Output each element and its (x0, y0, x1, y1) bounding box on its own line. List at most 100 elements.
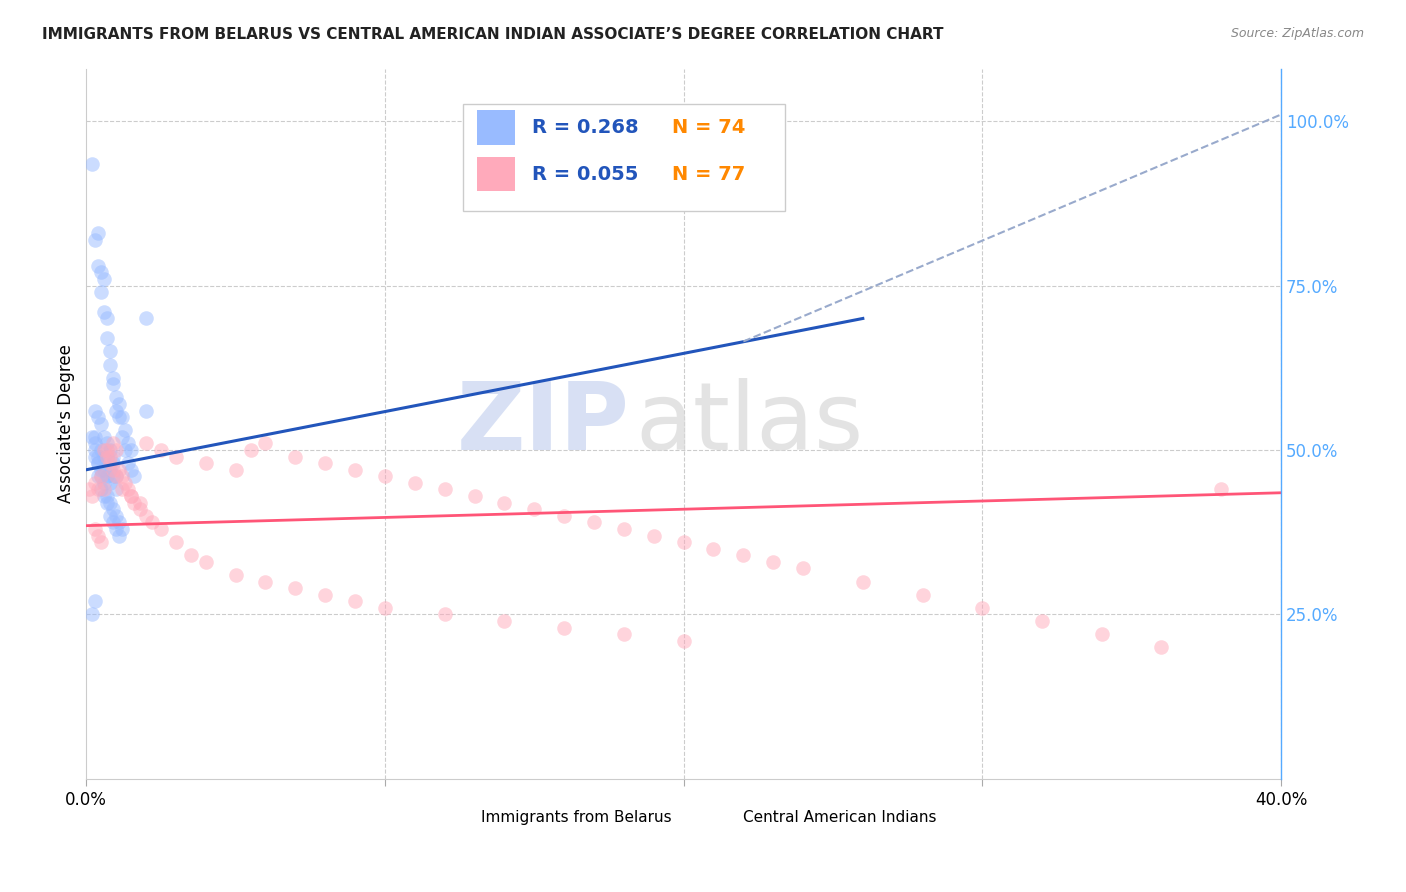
Point (1150, 640, 1173, 655)
Point (87, 483, 110, 497)
Point (111, 430, 134, 444)
Point (101, 502, 124, 516)
Point (1091, 627, 1114, 641)
Point (96, 450, 118, 464)
Text: N = 74: N = 74 (672, 118, 745, 137)
Point (111, 483, 134, 497)
Point (494, 495, 516, 509)
Point (90, 463, 112, 477)
Point (90, 265, 112, 279)
Point (120, 489, 142, 503)
Point (613, 522, 636, 536)
Point (141, 516, 163, 530)
Point (254, 574, 277, 589)
Point (135, 311, 157, 326)
Point (105, 469, 128, 483)
Text: ZIP: ZIP (457, 377, 630, 470)
Point (553, 508, 575, 523)
Point (643, 528, 665, 542)
Point (87, 226, 110, 240)
Text: R = 0.268: R = 0.268 (531, 118, 638, 137)
Point (101, 436, 124, 450)
Point (111, 469, 134, 483)
Point (1031, 614, 1053, 628)
Point (87, 528, 110, 542)
Point (1211, 483, 1233, 497)
Point (433, 483, 456, 497)
Point (105, 508, 128, 523)
Point (284, 581, 307, 595)
Point (96, 436, 118, 450)
Text: Source: ZipAtlas.com: Source: ZipAtlas.com (1230, 27, 1364, 40)
Point (374, 600, 396, 615)
Point (98, 358, 121, 372)
Point (96, 469, 118, 483)
Point (523, 502, 546, 516)
Point (98, 508, 121, 523)
Point (149, 443, 172, 458)
Point (852, 574, 875, 589)
Point (84, 233, 107, 247)
Point (494, 614, 516, 628)
Point (194, 456, 217, 470)
Point (120, 463, 142, 477)
Point (733, 548, 755, 562)
Point (239, 443, 262, 458)
Point (111, 410, 134, 425)
Bar (707, 805, 734, 829)
Point (180, 548, 202, 562)
Text: R = 0.055: R = 0.055 (531, 165, 638, 184)
Text: IMMIGRANTS FROM BELARUS VS CENTRAL AMERICAN INDIAN ASSOCIATE’S DEGREE CORRELATIO: IMMIGRANTS FROM BELARUS VS CENTRAL AMERI… (42, 27, 943, 42)
Point (87, 469, 110, 483)
Point (108, 410, 131, 425)
Point (165, 535, 187, 549)
Point (284, 450, 307, 464)
Point (93, 443, 115, 458)
Point (96, 331, 118, 345)
Text: Central American Indians: Central American Indians (744, 810, 936, 825)
Point (90, 417, 112, 431)
Point (165, 450, 187, 464)
Point (105, 403, 128, 417)
Point (702, 541, 724, 556)
Point (93, 475, 115, 490)
Point (82, 607, 104, 622)
Point (672, 535, 695, 549)
Point (98, 495, 121, 509)
Point (972, 600, 994, 615)
Point (93, 463, 115, 477)
Point (120, 443, 142, 458)
Point (105, 391, 128, 405)
Point (122, 469, 145, 483)
Text: Immigrants from Belarus: Immigrants from Belarus (481, 810, 671, 825)
Point (96, 443, 118, 458)
Point (122, 495, 145, 509)
Point (93, 483, 115, 497)
Point (90, 285, 112, 300)
Point (120, 489, 142, 503)
Point (77, 483, 100, 497)
Point (314, 456, 336, 470)
Point (114, 423, 136, 437)
Point (254, 436, 277, 450)
Point (93, 430, 115, 444)
Point (93, 450, 115, 464)
Point (82, 157, 104, 171)
Point (105, 483, 128, 497)
Point (84, 594, 107, 608)
Y-axis label: Associate's Degree: Associate's Degree (58, 344, 75, 503)
Point (101, 377, 124, 392)
Point (90, 469, 112, 483)
Point (613, 627, 636, 641)
Point (84, 450, 107, 464)
Point (84, 443, 107, 458)
Point (87, 410, 110, 425)
Point (911, 588, 934, 602)
Bar (444, 805, 471, 829)
Point (93, 305, 115, 319)
Point (96, 311, 118, 326)
Point (101, 450, 124, 464)
Point (225, 568, 247, 582)
Point (114, 443, 136, 458)
Point (762, 555, 785, 569)
